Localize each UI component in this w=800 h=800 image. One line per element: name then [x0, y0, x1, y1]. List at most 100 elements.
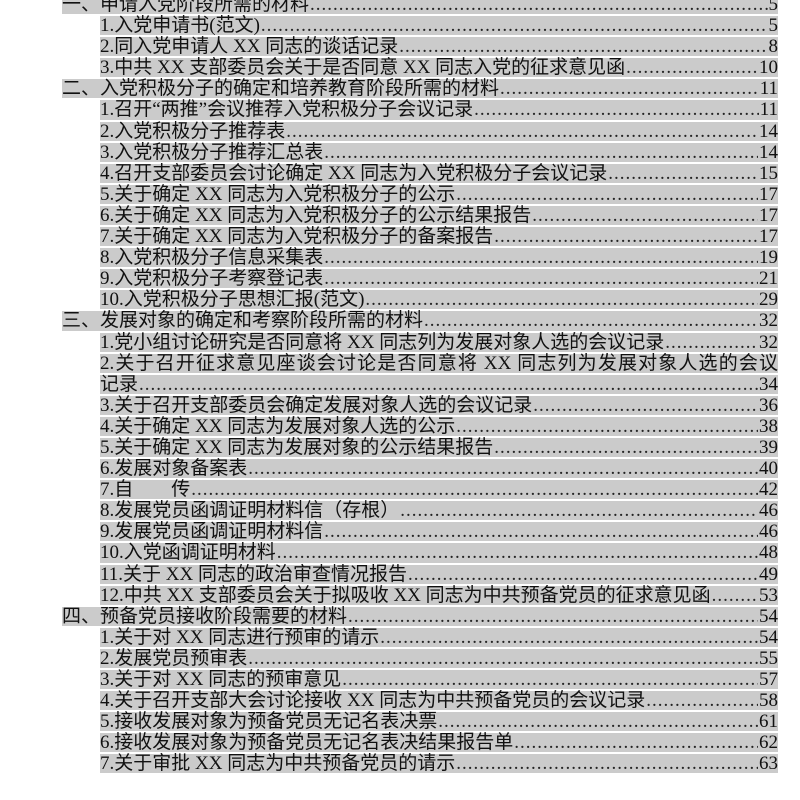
page-number: 54	[759, 605, 778, 627]
toc-entry[interactable]: 2.入党积极分子推荐表 14	[0, 121, 800, 142]
toc-entry-title: 3.入党积极分子推荐汇总表	[100, 141, 324, 163]
toc-section-heading[interactable]: 四、预备党员接收阶段需要的材料 54	[0, 606, 800, 627]
toc-entry-title: 四、预备党员接收阶段需要的材料	[62, 605, 348, 627]
toc-entry-title: 一、申请入党阶段所需的材料	[62, 0, 310, 15]
dot-leader	[424, 310, 758, 331]
toc-entry[interactable]: 8.发展党员函调证明材料信（存根） 46	[0, 500, 800, 521]
page-number: 5	[768, 15, 779, 37]
toc-entry[interactable]: 6.发展对象备案表 40	[0, 458, 800, 479]
dot-leader	[712, 585, 758, 606]
dot-leader	[286, 121, 758, 142]
page-number: 46	[759, 500, 778, 522]
page-number: 58	[759, 690, 778, 712]
toc-entry[interactable]: 7.关于确定 XX 同志为入党积极分子的备案报告 17	[0, 226, 800, 247]
toc-entry[interactable]: 1.入党申请书(范文) 5	[0, 15, 800, 36]
toc-entry[interactable]: 1.召开“两推”会议推荐入党积极分子会议记录 11	[0, 99, 800, 120]
toc-entry[interactable]: 1.党小组讨论研究是否同意将 XX 同志列为发展对象人选的会议记录 32	[0, 332, 800, 353]
toc-entry[interactable]: 3.入党积极分子推荐汇总表 14	[0, 142, 800, 163]
dot-leader	[324, 521, 758, 542]
toc-entry[interactable]: 10.入党函调证明材料 48	[0, 542, 800, 563]
dot-leader	[342, 669, 758, 690]
toc-entry[interactable]: 7.关于审批 XX 同志为中共预备党员的请示 63	[0, 753, 800, 774]
page-number: 8	[768, 36, 779, 58]
toc-entry[interactable]: 5.关于确定 XX 同志为发展对象的公示结果报告 39	[0, 437, 800, 458]
dot-leader	[474, 99, 759, 120]
page-number: 57	[759, 669, 778, 690]
dot-leader	[324, 268, 758, 289]
page-number: 5	[768, 0, 779, 15]
toc-entry[interactable]: 7.自 传 42	[0, 479, 800, 500]
toc-entry-title: 1.关于对 XX 同志进行预审的请示	[100, 626, 380, 648]
page-number: 48	[759, 542, 778, 564]
dot-leader	[456, 416, 758, 437]
dot-leader	[191, 479, 758, 500]
toc-entry[interactable]: 10.入党积极分子思想汇报(范文) 29	[0, 289, 800, 310]
toc-entry[interactable]: 2.关于召开征求意见座谈会讨论是否同意将 XX 同志列为发展对象人选的会议	[0, 353, 800, 374]
page-number: 61	[759, 711, 778, 733]
page-number: 32	[759, 331, 778, 353]
highlight-background	[100, 353, 778, 373]
dot-leader	[248, 458, 758, 479]
toc-entry-title: 2.同入党申请人 XX 同志的谈话记录	[100, 36, 399, 58]
toc-entry[interactable]: 9.入党积极分子考察登记表 21	[0, 268, 800, 289]
page-number: 32	[759, 310, 778, 332]
dot-leader	[324, 247, 758, 268]
page-number: 17	[759, 183, 778, 205]
toc-entry-title: 8.发展党员函调证明材料信（存根）	[100, 500, 400, 522]
toc-entry-title: 2.关于召开征求意见座谈会讨论是否同意将 XX 同志列为发展对象人选的会议	[100, 352, 778, 374]
toc-section-heading[interactable]: 二、入党积极分子的确定和培养教育阶段所需的材料 11	[0, 78, 800, 99]
dot-leader	[324, 142, 758, 163]
toc-entry-title: 三、发展对象的确定和考察阶段所需的材料	[62, 310, 424, 332]
toc-entry-title: 9.发展党员函调证明材料信	[100, 521, 324, 543]
toc-entry[interactable]: 6.接收发展对象为预备党员无记名表决结果报告单 62	[0, 732, 800, 753]
toc-entry[interactable]: 5.接收发展对象为预备党员无记名表决票 61	[0, 711, 800, 732]
toc-entry[interactable]: 3.关于对 XX 同志的预审意见 57	[0, 669, 800, 690]
toc-entry-title: 2.入党积极分子推荐表	[100, 120, 286, 142]
page-number: 53	[759, 584, 778, 606]
dot-leader	[500, 78, 759, 99]
dot-leader	[248, 648, 758, 669]
dot-leader	[494, 437, 758, 458]
toc-entry[interactable]: 4.关于召开支部大会讨论接收 XX 同志为中共预备党员的会议记录 58	[0, 690, 800, 711]
page-number: 11	[759, 78, 778, 100]
highlight-background	[100, 691, 778, 711]
toc-entry-title: 二、入党积极分子的确定和培养教育阶段所需的材料	[62, 78, 500, 100]
dot-leader	[646, 690, 758, 711]
toc-entry-title: 6.发展对象备案表	[100, 458, 248, 480]
page-number: 10	[759, 57, 778, 79]
toc-entry-title: 4.召开支部委员会讨论确定 XX 同志为入党积极分子会议记录	[100, 162, 608, 184]
toc-entry[interactable]: 12.中共 XX 支部委员会关于拟吸收 XX 同志为中共预备党员的征求意见函 53	[0, 585, 800, 606]
toc-entry[interactable]: 4.关于确定 XX 同志为发展对象人选的公示 38	[0, 416, 800, 437]
toc-entry-title: 10.入党积极分子思想汇报(范文)	[100, 289, 365, 311]
toc-entry-title: 6.接收发展对象为预备党员无记名表决结果报告单	[100, 732, 514, 754]
dot-leader	[310, 0, 767, 15]
dot-leader	[532, 205, 758, 226]
toc-entry-title: 8.入党积极分子信息采集表	[100, 247, 324, 269]
dot-leader	[380, 627, 758, 648]
page-number: 38	[759, 415, 778, 437]
dot-leader	[399, 36, 767, 57]
toc-entry[interactable]: 2.发展党员预审表 55	[0, 648, 800, 669]
dot-leader	[400, 500, 758, 521]
page-number: 17	[759, 226, 778, 248]
toc-section-heading[interactable]: 三、发展对象的确定和考察阶段所需的材料 32	[0, 310, 800, 331]
toc-entry[interactable]: 3.关于召开支部委员会确定发展对象人选的会议记录 36	[0, 395, 800, 416]
toc-entry-title: 1.召开“两推”会议推荐入党积极分子会议记录	[100, 99, 474, 121]
toc-entry[interactable]: 5.关于确定 XX 同志为入党积极分子的公示 17	[0, 184, 800, 205]
toc-section-heading[interactable]: 一、申请入党阶段所需的材料 5	[0, 0, 800, 15]
toc-entry[interactable]: 记录 34	[0, 374, 800, 395]
toc-entry[interactable]: 4.召开支部委员会讨论确定 XX 同志为入党积极分子会议记录 15	[0, 163, 800, 184]
toc-entry-title: 11.关于 XX 同志的政治审查情况报告	[100, 563, 407, 585]
toc-entry[interactable]: 8.入党积极分子信息采集表 19	[0, 247, 800, 268]
dot-leader	[514, 732, 758, 753]
toc-entry[interactable]: 1.关于对 XX 同志进行预审的请示 54	[0, 627, 800, 648]
toc-entry-title: 2.发展党员预审表	[100, 647, 248, 669]
toc-entry[interactable]: 11.关于 XX 同志的政治审查情况报告 49	[0, 564, 800, 585]
toc-entry[interactable]: 2.同入党申请人 XX 同志的谈话记录 8	[0, 36, 800, 57]
toc-entry-title: 12.中共 XX 支部委员会关于拟吸收 XX 同志为中共预备党员的征求意见函	[100, 584, 711, 606]
toc-entry[interactable]: 9.发展党员函调证明材料信 46	[0, 521, 800, 542]
highlight-background	[100, 332, 778, 352]
toc-entry[interactable]: 3.中共 XX 支部委员会关于是否同意 XX 同志入党的征求意见函 10	[0, 57, 800, 78]
toc-entry[interactable]: 6.关于确定 XX 同志为入党积极分子的公示结果报告 17	[0, 205, 800, 226]
page-number: 14	[759, 120, 778, 142]
